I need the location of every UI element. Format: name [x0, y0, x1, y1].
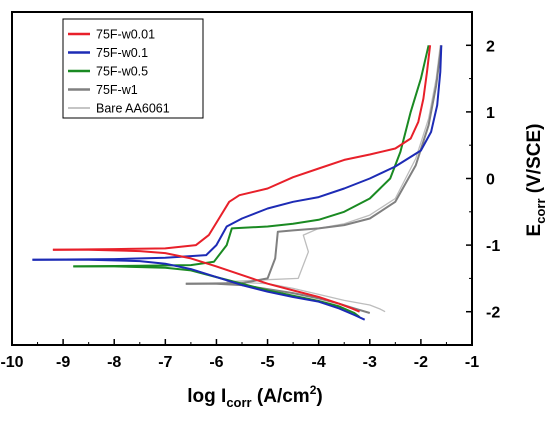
legend-label: 75F-w0.5 — [96, 65, 148, 79]
anodic-branch-75f-w0-5 — [73, 45, 430, 268]
y-tick-label: -2 — [486, 305, 500, 322]
series-75f-w0-01 — [52, 45, 432, 313]
anodic-branch-75f-w0-1 — [32, 45, 443, 261]
legend: 75F-w0.01 75F-w0.1 75F-w0.5 75F-w1 Bare AA60… — [62, 18, 204, 119]
anodic-branch-75f-w1 — [185, 45, 443, 285]
y-tick-label: 0 — [486, 172, 495, 189]
y-axis-title: Ecorr (V/SCE) — [524, 124, 548, 237]
y-tick-label: 2 — [486, 38, 495, 55]
x-tick-label: -3 — [363, 354, 377, 371]
legend-label: 75F-w1 — [96, 83, 138, 97]
x-axis-title: log Icorr (A/cm2) — [187, 383, 322, 410]
x-tick-label: -8 — [107, 354, 121, 371]
x-tick-label: -10 — [0, 354, 23, 371]
series-75f-w1 — [185, 45, 443, 314]
legend-label: 75F-w0.01 — [96, 28, 155, 42]
series-layer — [32, 45, 443, 321]
x-tick-label: -4 — [312, 354, 326, 371]
cathodic-branch-75f-w0-5 — [73, 265, 361, 318]
y-tick-label: -1 — [486, 238, 500, 255]
x-tick-label: -7 — [158, 354, 172, 371]
cathodic-branch-75f-w0-01 — [52, 248, 360, 313]
x-tick-label: -2 — [414, 354, 428, 371]
x-tick-label: -5 — [260, 354, 274, 371]
legend-label: 75F-w0.1 — [96, 46, 148, 60]
cathodic-branch-75f-w0-1 — [32, 258, 366, 321]
legend-label: Bare AA6061 — [96, 102, 170, 116]
legend-box — [62, 18, 204, 119]
x-tick-label: -9 — [56, 354, 70, 371]
anodic-branch-75f-w0-01 — [52, 45, 432, 251]
y-tick-label: 1 — [486, 105, 495, 122]
series-75f-w0-5 — [73, 45, 430, 318]
x-tick-label: -1 — [465, 354, 479, 371]
x-tick-label: -6 — [209, 354, 223, 371]
series-75f-w0-1 — [32, 45, 443, 321]
anodic-branch-bare-aa6061 — [226, 45, 441, 283]
